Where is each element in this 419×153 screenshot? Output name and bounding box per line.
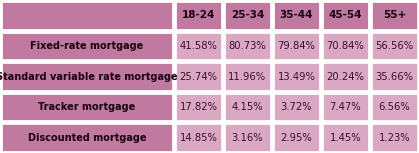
Bar (273, 62, 320, 91)
Text: Standard variable rate mortgage: Standard variable rate mortgage (0, 71, 178, 82)
Bar (224, 93, 271, 121)
Bar (1, 32, 173, 60)
Text: 3.72%: 3.72% (281, 102, 312, 112)
Bar (175, 32, 222, 60)
Text: 13.49%: 13.49% (277, 71, 316, 82)
Text: 25.74%: 25.74% (179, 71, 217, 82)
Bar (371, 1, 418, 30)
Text: 56.56%: 56.56% (375, 41, 414, 51)
Bar (1, 123, 173, 152)
Text: 79.84%: 79.84% (277, 41, 316, 51)
Text: 55+: 55+ (383, 10, 406, 20)
Bar (175, 93, 222, 121)
Text: 45-54: 45-54 (329, 10, 362, 20)
Text: 35.66%: 35.66% (375, 71, 414, 82)
Bar (175, 123, 222, 152)
Bar (371, 123, 418, 152)
Text: 14.85%: 14.85% (179, 133, 217, 143)
Text: Fixed-rate mortgage: Fixed-rate mortgage (30, 41, 144, 51)
Text: 2.95%: 2.95% (281, 133, 312, 143)
Bar (273, 32, 320, 60)
Bar (371, 62, 418, 91)
Bar (273, 123, 320, 152)
Text: 11.96%: 11.96% (228, 71, 266, 82)
Bar (371, 32, 418, 60)
Bar (175, 62, 222, 91)
Bar (322, 1, 369, 30)
Text: 3.16%: 3.16% (232, 133, 263, 143)
Text: 20.24%: 20.24% (326, 71, 365, 82)
Text: 80.73%: 80.73% (228, 41, 266, 51)
Bar (1, 1, 173, 30)
Text: 17.82%: 17.82% (179, 102, 217, 112)
Bar (224, 1, 271, 30)
Text: Discounted mortgage: Discounted mortgage (28, 133, 146, 143)
Bar (322, 93, 369, 121)
Text: 70.84%: 70.84% (326, 41, 365, 51)
Bar (224, 32, 271, 60)
Bar (273, 93, 320, 121)
Bar (371, 93, 418, 121)
Text: 25-34: 25-34 (231, 10, 264, 20)
Bar (322, 32, 369, 60)
Bar (175, 1, 222, 30)
Bar (273, 1, 320, 30)
Text: 6.56%: 6.56% (379, 102, 410, 112)
Bar (1, 62, 173, 91)
Text: 41.58%: 41.58% (179, 41, 217, 51)
Bar (224, 62, 271, 91)
Bar (322, 123, 369, 152)
Text: 1.23%: 1.23% (379, 133, 410, 143)
Bar (322, 62, 369, 91)
Text: 7.47%: 7.47% (330, 102, 361, 112)
Bar (224, 123, 271, 152)
Text: 18-24: 18-24 (182, 10, 215, 20)
Text: 35-44: 35-44 (280, 10, 313, 20)
Text: 1.45%: 1.45% (330, 133, 361, 143)
Bar (1, 93, 173, 121)
Text: 4.15%: 4.15% (232, 102, 263, 112)
Text: Tracker mortgage: Tracker mortgage (38, 102, 136, 112)
